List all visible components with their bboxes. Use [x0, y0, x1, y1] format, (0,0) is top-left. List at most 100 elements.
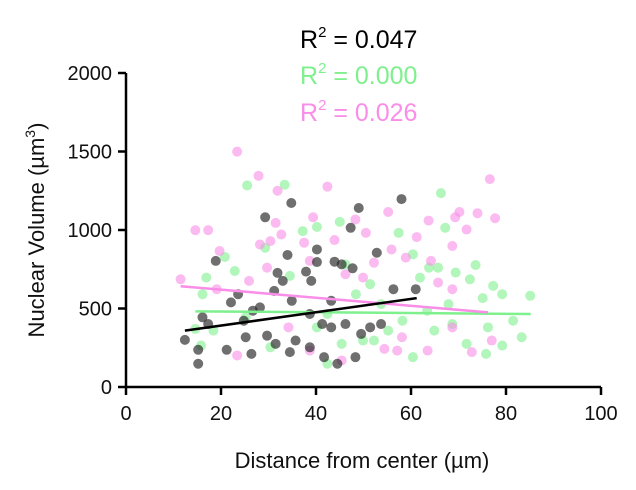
data-point-black: [197, 312, 208, 323]
data-point-green: [470, 260, 481, 271]
data-point-pink: [411, 232, 422, 243]
data-point-pink: [190, 225, 201, 236]
x-tick-label: 100: [584, 403, 617, 425]
data-point-pink: [254, 239, 265, 250]
data-point-green: [464, 274, 475, 285]
data-point-black: [262, 330, 273, 341]
data-point-pink: [490, 213, 501, 224]
data-point-pink: [253, 170, 264, 181]
data-point-black: [306, 275, 317, 286]
data-point-green: [334, 216, 345, 227]
data-point-green: [450, 267, 461, 278]
data-point-green: [516, 332, 527, 343]
data-point-black: [286, 295, 297, 306]
x-tick-label: 0: [120, 403, 131, 425]
data-point-black: [286, 197, 297, 208]
data-point-green: [497, 340, 508, 351]
data-point-pink: [262, 262, 273, 273]
data-point-pink: [360, 227, 371, 238]
data-point-green: [242, 180, 253, 191]
data-point-black: [304, 342, 315, 353]
data-point-green: [433, 262, 444, 273]
data-point-black: [340, 319, 351, 330]
r2-label-black: R2 = 0.047: [300, 24, 417, 54]
data-point-pink: [396, 332, 407, 343]
data-point-black: [193, 358, 204, 369]
data-point-black: [410, 284, 421, 295]
data-point-pink: [299, 237, 310, 248]
data-point-pink: [368, 257, 379, 268]
data-point-black: [225, 297, 236, 308]
y-tick-label: 0: [101, 377, 112, 399]
data-point-black: [326, 295, 337, 306]
data-point-pink: [425, 255, 436, 266]
data-point-black: [317, 319, 328, 330]
r2-label-pink: R2 = 0.026: [300, 97, 417, 127]
data-point-black: [179, 334, 190, 345]
data-point-green: [279, 179, 290, 190]
data-point-green: [415, 272, 426, 283]
data-points: [175, 146, 536, 369]
data-point-pink: [472, 208, 483, 219]
x-tick-label: 80: [495, 403, 517, 425]
r-squared-labels: R2 = 0.047 R2 = 0.000 R2 = 0.026: [300, 24, 417, 127]
data-point-black: [246, 348, 257, 359]
fit-line-black: [184, 296, 417, 332]
data-point-green: [397, 315, 408, 326]
data-point-green: [297, 226, 308, 237]
x-tick-label: 20: [210, 403, 232, 425]
y-tick-label: 1000: [68, 220, 113, 242]
fit-line-pink: [180, 284, 489, 314]
data-point-pink: [386, 244, 397, 255]
data-point-black: [326, 322, 337, 333]
data-point-pink: [232, 350, 243, 361]
data-point-green: [311, 221, 322, 232]
data-point-pink: [203, 225, 214, 236]
data-point-black: [284, 347, 295, 358]
data-point-green: [477, 293, 488, 304]
data-point-pink: [423, 215, 434, 226]
data-point-black: [311, 244, 322, 255]
data-point-pink: [422, 345, 433, 356]
data-point-black: [272, 267, 283, 278]
data-point-pink: [270, 217, 281, 228]
data-point-green: [488, 280, 499, 291]
data-point-green: [368, 335, 379, 346]
data-point-green: [440, 222, 451, 233]
data-point-pink: [400, 252, 411, 263]
data-point-green: [443, 299, 454, 310]
data-point-pink: [379, 343, 390, 354]
data-point-green: [201, 272, 212, 283]
data-point-green: [435, 188, 446, 199]
data-point-black: [365, 322, 376, 333]
data-point-pink: [484, 174, 495, 185]
data-point-green: [407, 352, 418, 363]
data-point-pink: [272, 185, 283, 196]
data-point-pink: [276, 229, 287, 240]
data-point-black: [347, 263, 358, 274]
data-point-pink: [244, 275, 255, 286]
data-point-green: [429, 325, 440, 336]
data-point-green: [350, 289, 361, 300]
data-point-green: [481, 348, 492, 359]
data-point-black: [260, 212, 271, 223]
data-point-black: [221, 344, 232, 355]
data-point-pink: [447, 322, 458, 333]
data-point-green: [284, 270, 295, 281]
data-point-green: [336, 338, 347, 349]
data-point-pink: [340, 269, 351, 280]
y-tick-label: 1500: [68, 142, 113, 164]
data-point-pink: [358, 272, 369, 283]
r2-label-green: R2 = 0.000: [300, 60, 417, 90]
data-point-pink: [265, 236, 276, 247]
regression-lines: [180, 284, 531, 332]
data-point-black: [396, 194, 407, 205]
data-point-green: [383, 325, 394, 336]
data-point-black: [345, 222, 356, 233]
data-point-pink: [466, 347, 477, 358]
y-tick-label: 500: [79, 299, 112, 321]
data-point-pink: [392, 345, 403, 356]
data-point-black: [311, 257, 322, 268]
